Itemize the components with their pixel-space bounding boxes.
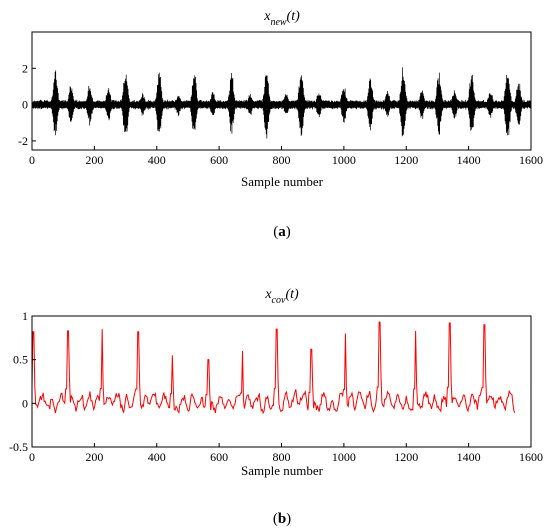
x-tick-label: 200 bbox=[85, 450, 103, 464]
x-tick-label: 400 bbox=[148, 450, 166, 464]
series-line-x-cov bbox=[31, 321, 516, 415]
y-tick-label: 2 bbox=[22, 61, 28, 75]
title-b: xcov(t) bbox=[264, 287, 299, 306]
x-tick-label: 0 bbox=[29, 450, 35, 464]
x-tick-label: 1000 bbox=[332, 450, 356, 464]
ticks-a: 0 200 400 600 800 1000 1200 1400 1600-202 bbox=[18, 61, 543, 167]
x-tick-label: 400 bbox=[148, 153, 166, 167]
x-tick-label: 1000 bbox=[332, 153, 356, 167]
x-tick-label: 1600 bbox=[519, 153, 543, 167]
title-a: xnew(t) bbox=[263, 9, 300, 28]
x-tick-label: 1200 bbox=[394, 153, 418, 167]
y-tick-label: 0 bbox=[22, 98, 28, 112]
x-tick-label: 800 bbox=[273, 153, 291, 167]
y-tick-label: 0.5 bbox=[13, 353, 28, 367]
x-tick-label: 0 bbox=[29, 153, 35, 167]
panel-label-b: (b) bbox=[273, 511, 291, 527]
x-tick-label: 1200 bbox=[394, 450, 418, 464]
y-tick-label: -2 bbox=[18, 134, 28, 148]
x-tick-label: 1400 bbox=[457, 153, 481, 167]
x-tick-label: 600 bbox=[210, 153, 228, 167]
x-tick-label: 1400 bbox=[457, 450, 481, 464]
x-axis-label-b: Sample number bbox=[241, 463, 324, 478]
y-tick-label: 1 bbox=[22, 309, 28, 323]
ticks-b: 0 200 400 600 800 1000 1200 1400 1600-0.500.51 bbox=[9, 309, 543, 464]
plot-area-a bbox=[31, 67, 532, 139]
axes-frame-b bbox=[31, 315, 532, 448]
series-line-x-new bbox=[31, 67, 532, 139]
x-tick-label: 200 bbox=[85, 153, 103, 167]
plot-area-b bbox=[31, 321, 516, 415]
x-tick-label: 800 bbox=[273, 450, 291, 464]
x-tick-label: 600 bbox=[210, 450, 228, 464]
y-tick-label: 0 bbox=[22, 396, 28, 410]
axes-frame-a bbox=[31, 31, 532, 151]
panel-label-a: (a) bbox=[273, 224, 291, 240]
x-axis-label-a: Sample number bbox=[241, 174, 324, 189]
y-tick-label: -0.5 bbox=[9, 440, 28, 454]
x-tick-label: 1600 bbox=[519, 450, 543, 464]
panel-b: xcov(t) 0 200 400 600 800 1000 1200 1400 1600 -0.… bbox=[9, 287, 543, 527]
panel-a: xnew(t) 0 200 400 600 800 1000 1200 1400 1600-20… bbox=[18, 9, 543, 240]
